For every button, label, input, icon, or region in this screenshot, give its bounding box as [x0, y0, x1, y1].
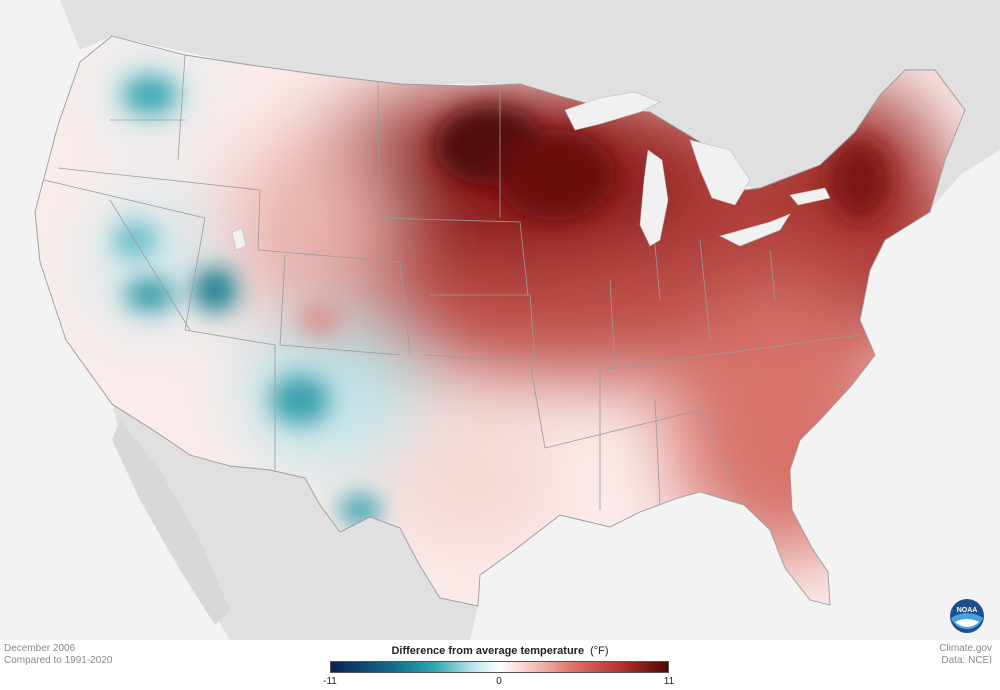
- lake-michigan: [639, 149, 669, 247]
- credit-site: Climate.gov: [939, 643, 992, 654]
- legend-title-text: Difference from average temperature: [391, 645, 585, 657]
- map-period: December 2006: [4, 643, 76, 654]
- lake-erie: [719, 213, 791, 247]
- legend-tick-min: -11: [323, 676, 337, 687]
- lake-huron: [689, 139, 751, 206]
- noaa-logo-text: NOAA: [957, 607, 978, 614]
- noaa-logo: NOAA: [950, 599, 984, 633]
- great-lakes: [231, 91, 831, 251]
- legend-title: Difference from average temperature (°F): [330, 645, 670, 657]
- great-salt-lake: [231, 227, 247, 251]
- state-borders: [43, 54, 861, 510]
- baja-peninsula: [112, 420, 230, 625]
- lake-ontario: [789, 187, 831, 206]
- credit-data: Data: NCEI: [941, 655, 992, 666]
- legend-tick-mid: 0: [496, 676, 502, 687]
- legend-unit: (°F): [590, 645, 609, 657]
- lake-superior: [564, 91, 661, 131]
- legend-color-bar: [330, 661, 669, 673]
- map-info: December 2006 Compared to 1991-2020: [4, 643, 112, 667]
- credits: Climate.gov Data: NCEI: [939, 643, 992, 667]
- legend-tick-max: 11: [663, 676, 675, 687]
- map-baseline: Compared to 1991-2020: [4, 655, 113, 666]
- temperature-anomaly-map: NOAA: [34, 0, 1000, 640]
- canada-landmass: [60, 0, 1000, 230]
